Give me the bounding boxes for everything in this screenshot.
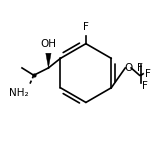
Text: F: F — [142, 81, 148, 91]
Text: F: F — [145, 69, 151, 79]
Text: OH: OH — [40, 39, 56, 49]
Text: F: F — [137, 63, 143, 73]
Text: F: F — [83, 22, 89, 32]
Text: O: O — [124, 63, 133, 73]
Text: NH₂: NH₂ — [9, 88, 29, 98]
Polygon shape — [46, 53, 51, 68]
